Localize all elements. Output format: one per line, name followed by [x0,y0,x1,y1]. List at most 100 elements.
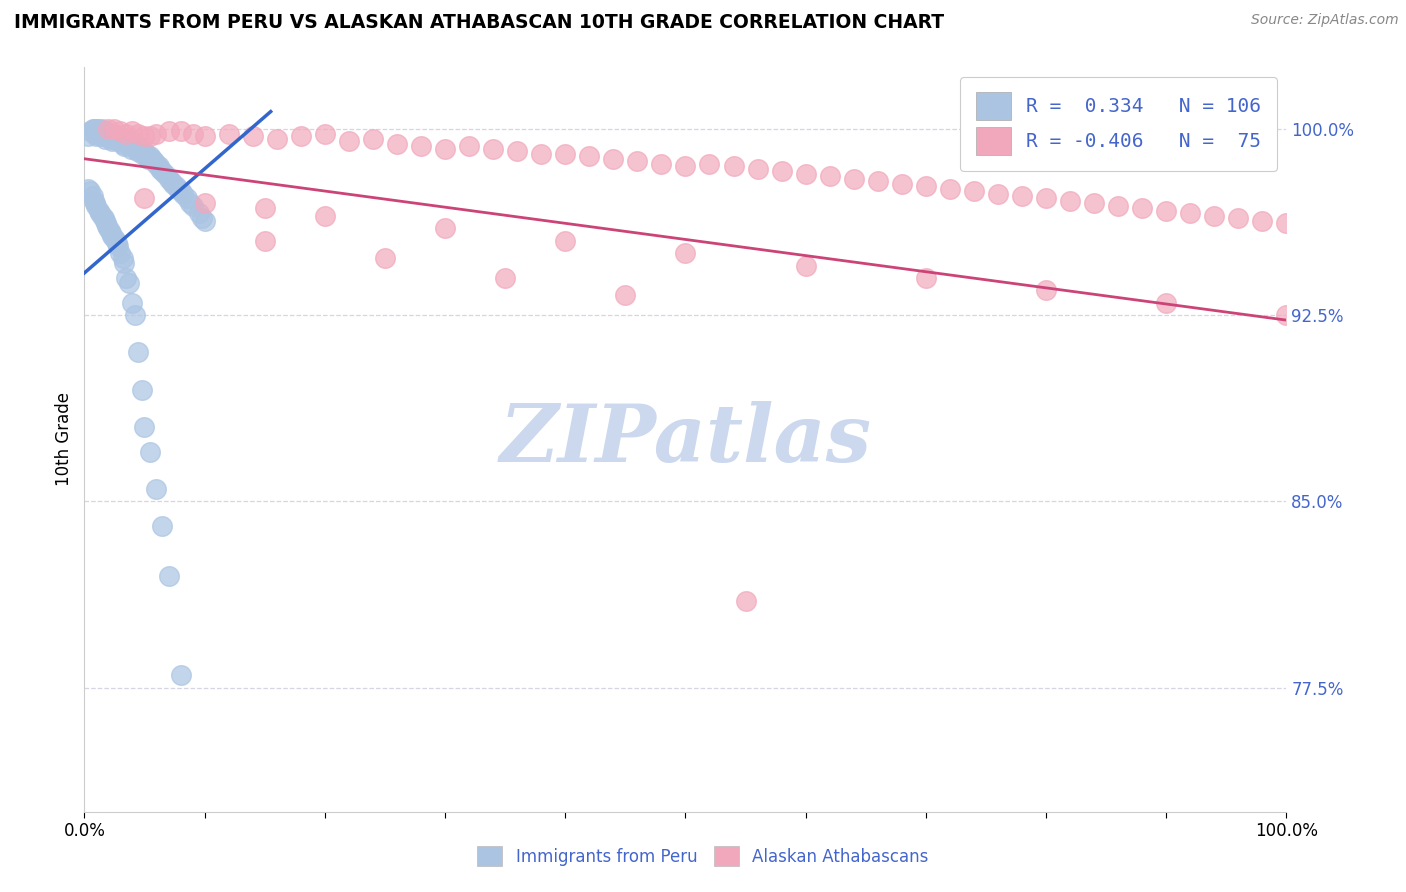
Point [675,246,697,260]
Point [97,221,120,235]
Point [169,124,191,138]
Point [79,124,101,138]
Point [409,139,432,153]
Point [172,186,194,201]
Point [101,228,124,243]
Point [675,159,697,173]
Point [1156,203,1178,218]
Point [111,251,134,265]
Point [915,271,938,285]
Point [134,145,156,159]
Text: ZIPatlas: ZIPatlas [499,401,872,478]
Point [176,192,198,206]
Point [157,569,180,583]
Point [434,221,457,235]
Point [1035,192,1057,206]
Point [181,199,204,213]
Point [86,122,108,136]
Point [842,171,865,186]
Point [91,209,114,223]
Point [86,122,108,136]
Point [129,145,152,159]
Point [110,129,132,144]
Point [169,184,191,198]
Point [82,122,104,136]
Point [112,139,135,153]
Point [91,124,114,138]
Point [97,122,120,136]
Point [90,129,112,144]
Point [554,234,576,248]
Point [100,226,122,240]
Point [107,135,129,149]
Point [194,196,217,211]
Point [614,288,637,302]
Point [723,159,745,173]
Legend: Immigrants from Peru, Alaskan Athabascans: Immigrants from Peru, Alaskan Athabascan… [470,838,936,875]
Point [385,136,408,151]
Point [118,139,141,153]
Point [107,238,129,252]
Point [434,142,457,156]
Point [86,124,108,138]
Point [194,214,217,228]
Point [100,132,122,146]
Point [162,177,184,191]
Point [157,124,180,138]
Point [143,154,166,169]
Point [747,161,769,176]
Point [253,202,276,216]
Point [139,444,162,458]
Point [145,157,167,171]
Text: Source: ZipAtlas.com: Source: ZipAtlas.com [1251,13,1399,28]
Point [157,171,180,186]
Point [128,142,150,156]
Point [93,211,115,226]
Point [554,146,576,161]
Point [94,216,117,230]
Point [127,139,149,153]
Point [866,174,889,188]
Point [118,276,141,290]
Point [86,127,108,141]
Point [134,192,156,206]
Point [194,129,217,144]
Point [77,129,100,144]
Point [1035,284,1057,298]
Point [94,214,117,228]
Point [94,124,117,138]
Point [96,219,118,233]
Point [818,169,841,183]
Point [83,122,105,136]
Point [110,132,132,146]
Point [179,196,201,211]
Point [89,127,111,141]
Point [1251,214,1274,228]
Point [79,184,101,198]
Point [103,127,125,141]
Point [141,152,163,166]
Point [939,181,962,195]
Point [139,129,162,144]
Point [1059,194,1081,208]
Point [650,157,672,171]
Point [105,132,128,146]
Point [105,236,128,251]
Point [104,129,127,144]
Point [98,129,121,144]
Point [118,136,141,151]
Point [794,167,817,181]
Point [135,149,157,163]
Point [145,127,167,141]
Point [530,146,553,161]
Point [121,135,143,149]
Point [94,132,117,146]
Point [181,127,204,141]
Point [1204,209,1226,223]
Point [152,519,174,533]
Point [734,593,756,607]
Point [187,206,209,220]
Point [91,127,114,141]
Point [82,189,104,203]
Point [374,251,396,265]
